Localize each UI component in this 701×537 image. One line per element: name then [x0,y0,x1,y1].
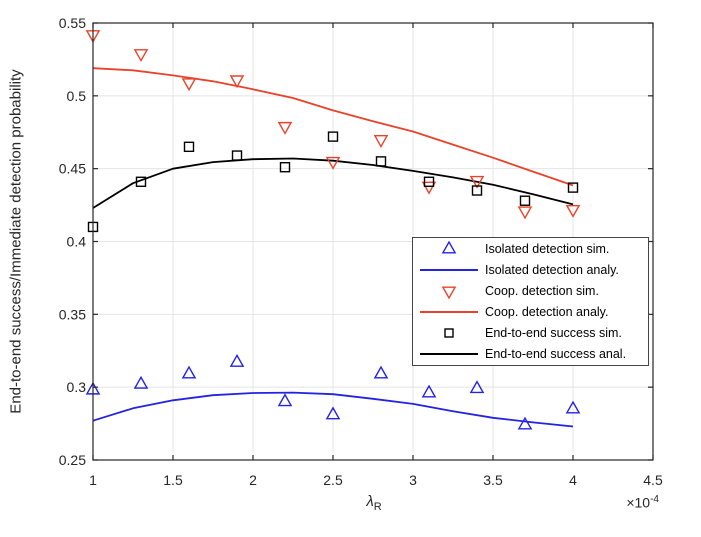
legend-label: End-to-end success anal. [485,347,627,362]
legend-entry-coop-detection-analy: Coop. detection analy. [413,302,648,323]
legend-triangle-down-icon [413,282,485,300]
y-axis-label: End-to-end success/Immediate detection p… [7,69,25,414]
y-tick-label: 0.4 [67,234,87,250]
series-markers-end-to-end-success-sim [87,131,579,233]
x-tick-label: 1 [89,472,97,488]
lambda-subscript: R [373,501,382,513]
y-tick-labels: 0.25 0.3 0.35 0.4 0.45 0.5 0.55 [59,15,86,468]
x-axis-label: λR [343,493,405,513]
legend-line-swatch [413,311,485,314]
y-tick-label: 0.55 [59,15,86,31]
x-axis-multiplier: ×10-4 [626,494,659,511]
legend-entry-end-to-end-success-sim: End-to-end success sim. [413,323,648,344]
legend-square-icon [413,324,485,342]
x-tick-label: 3.5 [483,472,503,488]
x-tick-label: 3 [409,472,417,488]
lambda-symbol: λ [366,493,374,510]
multiplier-base: ×10 [626,494,651,511]
legend-label: Coop. detection sim. [485,283,599,298]
grid-lines [93,23,653,460]
x-tick-label: 2 [249,472,257,488]
y-tick-label: 0.25 [59,452,86,468]
x-tick-label: 4 [569,472,577,488]
series-line-coop-detection-analy [92,67,574,187]
legend-label: Coop. detection analy. [485,305,609,320]
x-tick-label: 2.5 [323,472,343,488]
legend-label: Isolated detection sim. [485,241,610,256]
y-tick-label: 0.45 [59,161,86,177]
legend-label: End-to-end success sim. [485,326,622,341]
legend[interactable]: Isolated detection sim. Isolated detectio… [412,237,649,366]
legend-triangle-up-icon [413,240,485,258]
legend-entry-isolated-detection-analy: Isolated detection analy. [413,259,648,280]
y-tick-label: 0.35 [59,306,86,322]
multiplier-exponent: -4 [650,494,659,505]
legend-line-swatch [413,268,485,271]
legend-entry-end-to-end-success-anal: End-to-end success anal. [413,344,648,365]
x-tick-label: 4.5 [643,472,663,488]
series-line-end-to-end-success-anal [92,157,574,209]
series-line-isolated-detection-analy [92,391,574,428]
y-tick-label: 0.5 [67,88,87,104]
legend-label: Isolated detection analy. [485,262,619,277]
series-markers-coop-detection-sim [85,30,581,220]
legend-entry-isolated-detection-sim: Isolated detection sim. [413,238,648,259]
legend-entry-coop-detection-sim: Coop. detection sim. [413,280,648,301]
x-tick-label: 1.5 [163,472,183,488]
legend-line-swatch [413,353,485,356]
x-tick-labels: 1 1.5 2 2.5 3 3.5 4 4.5 [89,472,663,488]
y-tick-label: 0.3 [67,379,87,395]
